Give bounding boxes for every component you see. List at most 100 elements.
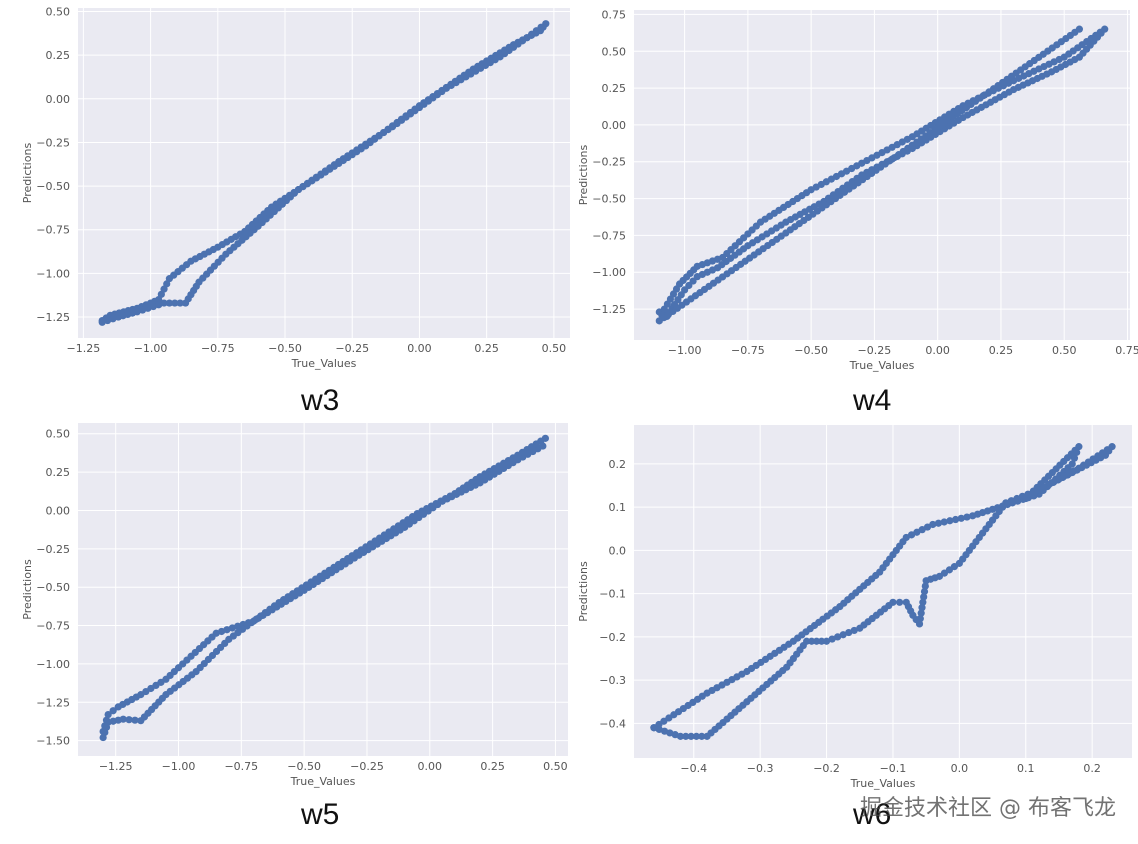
scatter-point xyxy=(817,637,826,645)
x-tick-label: −0.50 xyxy=(268,342,302,355)
panel-caption-w6: w6 xyxy=(853,798,892,831)
y-tick-label: 0.50 xyxy=(46,5,71,18)
chart-panel-w6: −0.4 −0.3 −0.2 −0.1 0.0 0.1 0.2 −0.4 −0.3 −0.2 −0.… xyxy=(577,425,1132,790)
scatter-point xyxy=(957,514,965,522)
y-tick-label: 0.25 xyxy=(46,49,71,62)
y-tick-label: −1.00 xyxy=(36,658,70,671)
x-tick-label: −0.2 xyxy=(813,762,840,775)
x-tick-label: −0.75 xyxy=(224,760,258,773)
y-tick-label: 0.2 xyxy=(609,458,627,471)
scatter-point xyxy=(919,598,927,606)
scatter-point xyxy=(703,732,711,740)
scatter-point xyxy=(918,604,926,612)
scatter-point xyxy=(171,299,179,307)
y-tick-label: 0.1 xyxy=(609,501,627,514)
x-tick-label: 0.25 xyxy=(474,342,499,355)
y-tick-label: −0.50 xyxy=(36,581,70,594)
scatter-point xyxy=(131,716,139,724)
x-tick-label: 0.50 xyxy=(542,342,567,355)
scatter-point xyxy=(929,520,937,529)
scatter-point xyxy=(902,533,910,542)
x-tick-label: −0.25 xyxy=(858,344,892,357)
y-tick-label: −1.00 xyxy=(592,266,626,279)
panel-caption-w5: w5 xyxy=(301,798,340,831)
scatter-point xyxy=(1018,492,1027,500)
y-tick-label: −1.25 xyxy=(592,303,626,316)
x-axis-label: True_Values xyxy=(290,775,356,788)
y-tick-label: 0.50 xyxy=(46,428,71,441)
y-axis-label: Predictions xyxy=(577,145,590,206)
scatter-point xyxy=(109,707,117,715)
x-tick-label: 0.50 xyxy=(1052,344,1077,357)
scatter-point xyxy=(1029,488,1038,496)
x-tick-label: 0.2 xyxy=(1083,762,1101,775)
x-tick-label: 0.00 xyxy=(407,342,432,355)
x-tick-label: −0.25 xyxy=(335,342,369,355)
scatter-point xyxy=(834,633,842,641)
chart-panel-w5: −1.25 −1.00 −0.75 −0.50 −0.25 0.00 0.25 0.50 −1.… xyxy=(21,423,568,788)
scatter-point xyxy=(917,609,925,617)
x-tick-label: 0.00 xyxy=(925,344,950,357)
y-tick-label: 0.00 xyxy=(602,119,627,132)
x-tick-label: −0.50 xyxy=(794,344,828,357)
scatter-point xyxy=(921,582,929,590)
scatter-point xyxy=(828,635,836,643)
chart-panel-w3: −1.25 −1.00 −0.75 −0.50 −0.25 0.00 0.25 0.50 −1.… xyxy=(21,5,570,370)
scatter-point xyxy=(920,587,929,596)
scatter-point xyxy=(125,716,133,724)
x-tick-label: −1.25 xyxy=(67,342,101,355)
scatter-point xyxy=(920,593,928,601)
scatter-point xyxy=(918,526,926,534)
scatter-point xyxy=(934,519,943,527)
scatter-point xyxy=(940,518,948,526)
x-tick-label: 0.0 xyxy=(951,762,969,775)
scatter-point xyxy=(1013,494,1021,503)
y-tick-label: −1.50 xyxy=(36,735,70,748)
scatter-series xyxy=(655,25,1109,325)
panel-caption-w3: w3 xyxy=(301,384,340,417)
scatter-point xyxy=(650,724,658,732)
panel-caption-w4: w4 xyxy=(853,384,892,417)
x-tick-label: 0.75 xyxy=(1115,344,1138,357)
y-tick-label: −0.75 xyxy=(36,224,70,237)
scatter-series xyxy=(98,20,550,326)
y-tick-label: −0.50 xyxy=(36,180,70,193)
x-axis-label: True_Values xyxy=(849,359,915,372)
x-tick-label: −0.3 xyxy=(747,762,774,775)
y-tick-label: −0.25 xyxy=(36,136,70,149)
y-tick-label: −0.1 xyxy=(599,588,626,601)
x-tick-label: −0.1 xyxy=(880,762,907,775)
y-tick-label: −0.25 xyxy=(36,543,70,556)
y-axis-label: Predictions xyxy=(577,561,590,622)
scatter-point xyxy=(98,318,106,326)
scatter-point xyxy=(896,598,904,606)
y-tick-label: 0.00 xyxy=(46,504,71,517)
scatter-point xyxy=(165,299,174,307)
x-tick-label: −1.00 xyxy=(134,342,168,355)
y-axis-label: Predictions xyxy=(21,143,34,204)
scatter-point xyxy=(839,631,847,639)
y-tick-label: −1.25 xyxy=(36,696,70,709)
scatter-point xyxy=(660,305,668,313)
scatter-point xyxy=(99,733,107,742)
scatter-point xyxy=(951,515,960,524)
y-tick-label: −0.50 xyxy=(592,193,626,206)
scatter-point xyxy=(176,299,184,307)
y-tick-label: 0.0 xyxy=(609,544,627,557)
y-tick-label: −0.2 xyxy=(599,631,626,644)
x-tick-label: −1.25 xyxy=(99,760,133,773)
y-tick-label: 0.00 xyxy=(46,93,71,106)
scatter-point xyxy=(692,732,701,740)
y-tick-label: −0.25 xyxy=(592,156,626,169)
scatter-point xyxy=(963,513,971,521)
scatter-series xyxy=(650,443,1116,740)
x-tick-label: 0.25 xyxy=(480,760,505,773)
scatter-point xyxy=(822,637,831,645)
scatter-point xyxy=(923,523,932,531)
scatter-point xyxy=(137,717,145,725)
scatter-point xyxy=(698,732,706,740)
y-tick-label: 0.25 xyxy=(46,466,71,479)
x-tick-label: −0.4 xyxy=(680,762,707,775)
x-tick-label: −0.50 xyxy=(287,760,321,773)
